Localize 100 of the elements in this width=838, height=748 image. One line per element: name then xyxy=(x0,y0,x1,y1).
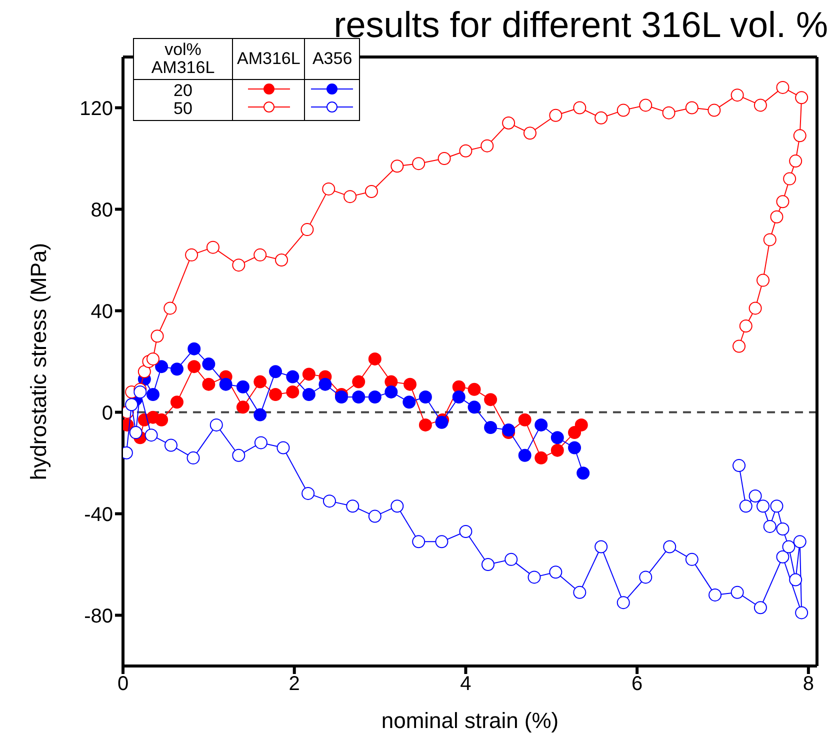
point xyxy=(286,370,300,384)
point xyxy=(390,160,404,173)
point xyxy=(748,302,762,315)
point xyxy=(639,98,652,112)
point xyxy=(550,431,564,444)
point xyxy=(302,388,316,401)
x-tick-label: 8 xyxy=(802,673,814,696)
point xyxy=(763,233,776,246)
point xyxy=(708,104,721,117)
point xyxy=(685,101,698,114)
point xyxy=(206,240,220,254)
point xyxy=(344,190,357,204)
point xyxy=(730,88,744,102)
point xyxy=(568,426,582,440)
annotation: 20 xyxy=(172,81,194,100)
point xyxy=(368,390,382,404)
point xyxy=(188,360,201,374)
point xyxy=(236,400,250,414)
point xyxy=(146,388,160,401)
point xyxy=(783,172,796,186)
point xyxy=(468,382,481,396)
point xyxy=(170,396,184,409)
point xyxy=(793,129,806,142)
point xyxy=(275,254,288,266)
point xyxy=(435,416,448,429)
point xyxy=(202,358,216,371)
point xyxy=(318,378,332,391)
point xyxy=(254,408,267,422)
point xyxy=(352,375,366,388)
y-tick-label: -40 xyxy=(84,504,113,526)
point xyxy=(789,154,802,168)
point xyxy=(286,385,300,398)
point xyxy=(549,108,562,122)
y-tick-label: 120 xyxy=(80,98,113,120)
point xyxy=(776,195,790,208)
point xyxy=(254,248,267,262)
point xyxy=(334,390,348,404)
point xyxy=(368,352,382,366)
point xyxy=(185,248,198,262)
point xyxy=(502,424,516,437)
y-tick-label: 80 xyxy=(90,199,113,222)
point xyxy=(146,352,160,366)
point xyxy=(756,274,770,287)
point xyxy=(770,210,784,224)
point xyxy=(412,157,426,170)
point xyxy=(188,342,201,356)
point xyxy=(155,413,168,426)
point xyxy=(438,152,451,165)
point xyxy=(662,106,676,120)
annotation: A356 xyxy=(312,49,352,68)
point xyxy=(573,101,586,114)
y-tick-label: 40 xyxy=(90,300,113,323)
point xyxy=(459,144,472,158)
point xyxy=(452,390,466,404)
point xyxy=(574,418,588,432)
chart-title: results for different 316L vol. % xyxy=(334,4,828,45)
point xyxy=(418,418,432,432)
point xyxy=(322,182,336,196)
point xyxy=(364,184,378,198)
point xyxy=(534,451,548,464)
point xyxy=(502,116,516,130)
point xyxy=(300,223,314,236)
point xyxy=(616,104,630,117)
point xyxy=(402,396,416,409)
point xyxy=(170,362,184,376)
x-tick-label: 0 xyxy=(117,673,129,696)
y-axis-title: hydrostatic stress (MPa) xyxy=(26,242,51,480)
point xyxy=(518,448,532,462)
point xyxy=(795,91,808,104)
y-tick-label: 0 xyxy=(102,402,113,424)
point xyxy=(518,413,532,426)
point xyxy=(125,398,138,412)
point xyxy=(776,80,790,94)
point xyxy=(732,340,746,353)
y-tick-label: -80 xyxy=(84,605,113,628)
point xyxy=(418,390,432,404)
point xyxy=(352,390,366,404)
point xyxy=(302,368,316,381)
point xyxy=(236,380,250,394)
point xyxy=(134,385,147,398)
point xyxy=(202,378,216,391)
point xyxy=(164,302,177,315)
point xyxy=(480,139,494,152)
point xyxy=(269,365,282,378)
point xyxy=(568,441,582,454)
point xyxy=(754,98,767,112)
point xyxy=(155,360,168,374)
x-axis-title: nominal strain (%) xyxy=(381,708,559,733)
point xyxy=(739,319,752,332)
point xyxy=(594,111,608,124)
point xyxy=(232,258,246,272)
point xyxy=(138,365,151,378)
legend-title: vol% AM316L xyxy=(134,38,232,80)
point xyxy=(219,378,232,391)
point xyxy=(484,393,498,406)
annotation: 50 xyxy=(172,99,194,118)
point xyxy=(534,418,548,432)
x-tick-label: 4 xyxy=(460,673,472,696)
point xyxy=(254,375,267,388)
point xyxy=(384,385,398,398)
